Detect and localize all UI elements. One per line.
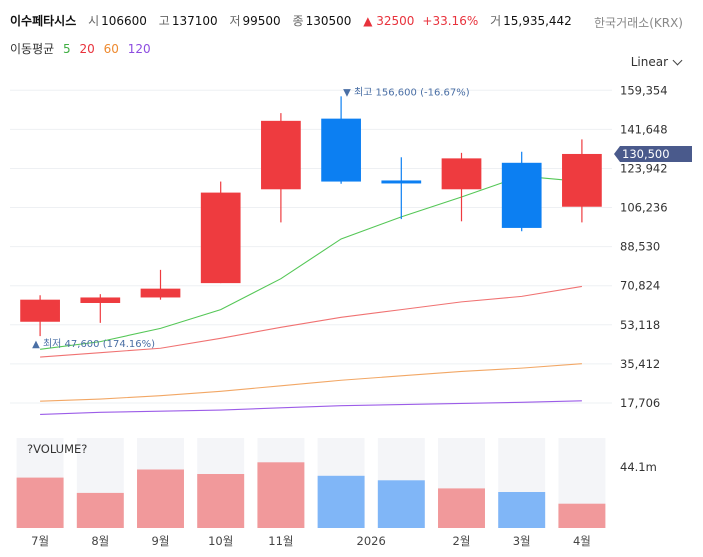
ma-legend-60: 60 — [103, 42, 119, 56]
open-label: 시 — [88, 14, 100, 28]
ma-legend-20: 20 — [79, 42, 95, 56]
y-tick-label-0: 17,706 — [620, 396, 660, 410]
candle-3 — [200, 181, 241, 284]
y-tick-label-1: 35,412 — [620, 357, 660, 371]
candle-9 — [562, 139, 602, 223]
ma-5-line — [40, 175, 582, 350]
x-tick-label-6: 2월 — [453, 534, 471, 548]
x-tick-label-4: 11월 — [268, 534, 293, 548]
y-tick-label-2: 53,118 — [620, 318, 660, 332]
candle-body-7 — [441, 158, 482, 190]
close-label: 종 — [292, 14, 304, 28]
x-tick-label-3: 10월 — [208, 534, 233, 548]
y-tick-label-3: 70,824 — [620, 279, 660, 293]
candle-8 — [501, 151, 542, 232]
last-price-label: 130,500 — [622, 147, 670, 161]
change-value: ▲ 32500 — [363, 14, 415, 28]
volume-max-label: 44.1m — [620, 460, 657, 474]
volume-value: 15,935,442 — [503, 14, 572, 28]
volume-bar-9 — [558, 503, 606, 528]
candle-body-3 — [200, 192, 241, 284]
scale-dropdown[interactable]: Linear — [630, 55, 683, 69]
candle-body-0 — [20, 299, 60, 322]
volume-bar-7 — [438, 488, 485, 528]
ma-60-line — [40, 363, 582, 402]
y-tick-label-4: 88,530 — [620, 240, 660, 254]
volume-bar-4 — [257, 462, 305, 528]
y-tick-label-8: 159,354 — [620, 83, 668, 97]
change-percent: +33.16% — [422, 14, 479, 28]
low-label: 저 — [229, 14, 241, 28]
y-tick-label-5: 106,236 — [620, 201, 668, 215]
ma-20-line — [40, 285, 582, 358]
candle-6 — [381, 157, 422, 220]
low-value: 99500 — [242, 14, 281, 28]
last-price-tag — [614, 145, 692, 162]
volume-bar-5 — [317, 475, 365, 528]
volume-bar-2 — [137, 469, 184, 528]
volume-bar-6 — [377, 480, 425, 528]
x-tick-label-5: 2026 — [357, 534, 386, 548]
candle-body-4 — [261, 120, 301, 190]
volume-label: 거 — [490, 14, 502, 28]
candle-body-6 — [381, 180, 422, 184]
open-value: 106600 — [101, 14, 147, 28]
candle-body-2 — [140, 288, 181, 298]
high-label: 고 — [158, 14, 170, 28]
candle-0 — [20, 295, 60, 337]
high-value: 137100 — [171, 14, 218, 28]
close-value: 130500 — [305, 14, 352, 28]
y-tick-label-7: 141,648 — [620, 122, 668, 136]
ma-legend: 이동평균 5 20 60 120 — [10, 40, 156, 57]
ma-legend-label: 이동평균 — [10, 42, 55, 56]
scale-label: Linear — [630, 55, 668, 69]
y-tick-label-6: 123,942 — [620, 161, 668, 175]
candle-5 — [321, 96, 361, 184]
volume-title: ?VOLUME? — [27, 442, 87, 456]
ma-legend-120: 120 — [127, 42, 151, 56]
volume-bar-1 — [76, 492, 124, 528]
stock-name: 이수페타시스 — [10, 14, 77, 28]
candle-body-9 — [562, 153, 602, 207]
x-tick-label-1: 8월 — [91, 534, 109, 548]
candle-2 — [140, 269, 181, 300]
x-tick-label-7: 3월 — [513, 534, 531, 548]
candle-4 — [261, 113, 301, 223]
candle-7 — [441, 152, 482, 222]
volume-bar-8 — [498, 492, 546, 528]
x-tick-label-2: 9월 — [152, 534, 170, 548]
candle-body-5 — [321, 118, 361, 182]
high-annotation: ▼ 최고 156,600 (-16.67%) — [343, 86, 470, 98]
x-tick-label-0: 7월 — [31, 534, 49, 548]
x-tick-label-8: 4월 — [573, 534, 591, 548]
candle-1 — [80, 294, 121, 323]
ma-120-line — [40, 400, 582, 416]
low-annotation: ▲ 최저 47,600 (174.16%) — [32, 338, 155, 350]
stock-header: 이수페타시스 시 106600 고 137100 저 99500 종 130500 ▲ … — [10, 12, 580, 29]
candle-body-8 — [501, 162, 542, 228]
volume-bar-3 — [197, 474, 245, 528]
ma-legend-5: 5 — [63, 42, 71, 56]
candle-body-1 — [80, 297, 121, 303]
volume-bar-0 — [16, 477, 64, 528]
exchange-label: 한국거래소(KRX) — [594, 16, 683, 30]
